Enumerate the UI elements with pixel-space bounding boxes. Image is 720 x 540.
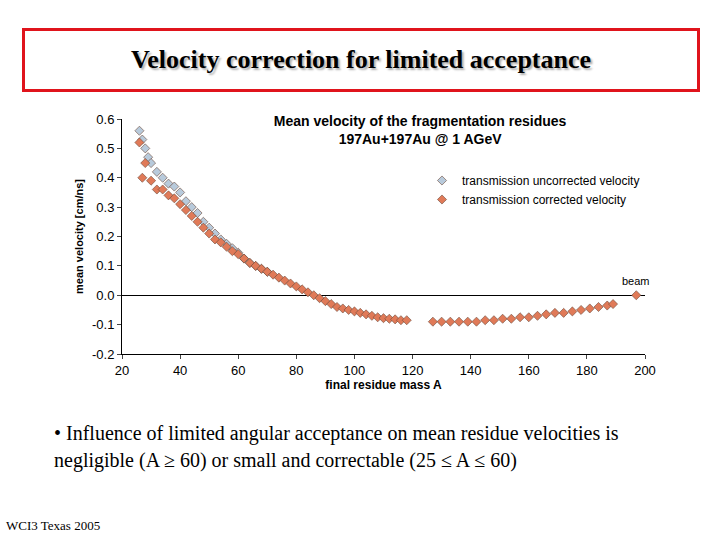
svg-text:20: 20 (115, 363, 129, 378)
svg-text:0.2: 0.2 (96, 229, 114, 244)
svg-text:-0.2: -0.2 (92, 347, 114, 362)
svg-text:transmission uncorrected veloc: transmission uncorrected velocity (462, 174, 639, 188)
svg-text:final residue mass A: final residue mass A (325, 378, 442, 392)
svg-text:180: 180 (576, 363, 598, 378)
svg-text:0.3: 0.3 (96, 200, 114, 215)
svg-text:100: 100 (344, 363, 366, 378)
svg-text:0.1: 0.1 (96, 258, 114, 273)
svg-text:0.6: 0.6 (96, 112, 114, 127)
svg-text:Mean velocity of the fragmenta: Mean velocity of the fragmentation resid… (274, 113, 567, 147)
svg-text:0.4: 0.4 (96, 170, 114, 185)
svg-text:160: 160 (518, 363, 540, 378)
svg-text:0.0: 0.0 (96, 288, 114, 303)
svg-text:transmission corrected velocit: transmission corrected velocity (462, 193, 626, 207)
svg-text:40: 40 (173, 363, 187, 378)
html-text:Velocity correction for limite: Velocity correction for limited acceptan… (130, 45, 592, 74)
svg-text:-0.1: -0.1 (92, 317, 114, 332)
svg-text:140: 140 (460, 363, 482, 378)
svg-text:beam: beam (622, 275, 650, 287)
svg-text:80: 80 (289, 363, 303, 378)
svg-text:60: 60 (231, 363, 245, 378)
svg-text:mean velocity [cm/ns]: mean velocity [cm/ns] (73, 179, 85, 294)
svg-text:0.5: 0.5 (96, 141, 114, 156)
svg-text:200: 200 (634, 363, 656, 378)
svg-text:120: 120 (402, 363, 424, 378)
html-text:WCI3 Texas 2005: WCI3 Texas 2005 (6, 518, 101, 533)
html-text:• Influence of limited angular: • Influence of limited angular acceptanc… (54, 422, 619, 471)
